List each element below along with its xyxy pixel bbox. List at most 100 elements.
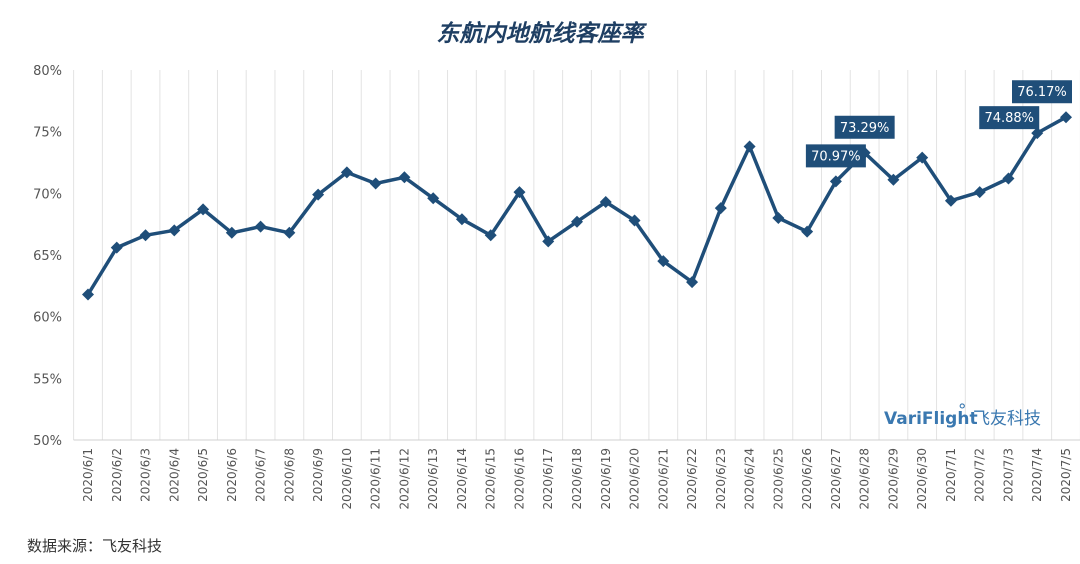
data-point bbox=[599, 195, 612, 208]
data-label-box bbox=[805, 144, 866, 168]
data-point bbox=[916, 151, 929, 164]
data-label-box bbox=[1012, 80, 1072, 104]
data-point bbox=[686, 276, 699, 289]
x-tick-label: 2020/6/7 bbox=[254, 448, 268, 502]
x-tick-label: 2020/6/20 bbox=[628, 448, 642, 510]
x-tick-label: 2020/6/29 bbox=[886, 448, 900, 510]
data-point bbox=[82, 288, 94, 301]
chart-title: 东航内地航线客座率 bbox=[436, 21, 644, 47]
y-axis: 50% 55% 60% 65% 70% 75% 80% bbox=[33, 64, 62, 449]
x-tick-label: 2020/6/30 bbox=[915, 448, 929, 510]
series-line bbox=[86, 115, 1067, 296]
x-tick-label: 2020/6/18 bbox=[570, 448, 584, 510]
data-point bbox=[197, 203, 210, 216]
data-point bbox=[829, 175, 842, 188]
x-tick-label: 2020/6/6 bbox=[225, 448, 239, 502]
data-point bbox=[657, 255, 670, 268]
data-label: 76.17% bbox=[1012, 80, 1072, 104]
x-tick-label: 2020/6/22 bbox=[685, 448, 699, 510]
y-tick-label: 50% bbox=[33, 434, 62, 449]
y-tick-label: 70% bbox=[33, 187, 62, 202]
x-tick-label: 2020/6/27 bbox=[829, 448, 843, 510]
x-tick-label: 2020/6/16 bbox=[512, 448, 526, 510]
data-point bbox=[168, 224, 181, 237]
x-tick-label: 2020/6/24 bbox=[743, 448, 757, 510]
data-point bbox=[714, 202, 727, 215]
data-point bbox=[312, 188, 325, 201]
data-point bbox=[772, 212, 785, 224]
data-point bbox=[743, 140, 756, 153]
series-markers bbox=[82, 111, 1072, 301]
x-tick-label: 2020/6/26 bbox=[800, 448, 814, 510]
x-tick-label: 2020/6/25 bbox=[771, 448, 785, 510]
x-tick-label: 2020/7/2 bbox=[973, 448, 987, 502]
data-label-box bbox=[834, 115, 895, 139]
y-tick-label: 55% bbox=[33, 372, 62, 387]
data-point bbox=[283, 226, 296, 239]
gridlines bbox=[73, 70, 1080, 441]
data-point bbox=[484, 229, 497, 242]
data-label: 73.29% bbox=[834, 115, 895, 139]
data-point bbox=[887, 173, 900, 186]
watermark-brand: VariFlight bbox=[884, 409, 978, 429]
x-tick-label: 2020/6/10 bbox=[340, 448, 354, 510]
data-point bbox=[398, 171, 411, 184]
x-tick-label: 2020/7/5 bbox=[1059, 448, 1073, 502]
y-tick-label: 80% bbox=[33, 64, 62, 79]
x-tick-label: 2020/6/11 bbox=[369, 448, 383, 510]
data-label: 70.97% bbox=[805, 144, 866, 168]
x-tick-label: 2020/6/3 bbox=[139, 448, 153, 502]
y-tick-label: 65% bbox=[33, 249, 62, 264]
x-tick-label: 2020/7/1 bbox=[944, 448, 958, 502]
x-tick-label: 2020/6/17 bbox=[541, 448, 555, 510]
x-tick-label: 2020/6/14 bbox=[455, 448, 469, 510]
data-point bbox=[542, 235, 555, 248]
data-point bbox=[340, 166, 353, 179]
data-point bbox=[628, 214, 641, 227]
data-point bbox=[139, 229, 152, 242]
x-tick-label: 2020/6/4 bbox=[167, 448, 181, 502]
x-tick-label: 2020/6/13 bbox=[426, 448, 440, 510]
data-point bbox=[1031, 127, 1044, 140]
data-point bbox=[1060, 111, 1072, 124]
x-tick-label: 2020/6/12 bbox=[397, 448, 411, 510]
data-point bbox=[254, 220, 267, 233]
data-label: 74.88% bbox=[979, 106, 1040, 130]
x-tick-label: 2020/6/23 bbox=[714, 448, 728, 510]
y-tick-label: 75% bbox=[33, 126, 62, 141]
data-point bbox=[225, 226, 238, 239]
data-labels: 70.97% 73.29% 74.88% 76.17% bbox=[805, 80, 1072, 168]
x-tick-label: 2020/7/3 bbox=[1001, 448, 1015, 502]
data-point bbox=[973, 186, 986, 199]
x-tick-label: 2020/7/4 bbox=[1030, 448, 1044, 502]
x-tick-label: 2020/6/1 bbox=[81, 448, 95, 502]
x-tick-label: 2020/6/15 bbox=[484, 448, 498, 510]
x-tick-label: 2020/6/5 bbox=[196, 448, 210, 502]
x-tick-label: 2020/6/9 bbox=[311, 448, 325, 502]
data-point bbox=[944, 194, 957, 207]
data-point bbox=[455, 213, 468, 226]
data-point bbox=[513, 186, 526, 199]
watermark: VariFlight ° 飞友科技 bbox=[884, 401, 1041, 429]
data-point bbox=[801, 225, 814, 238]
x-tick-label: 2020/6/28 bbox=[858, 448, 872, 510]
data-label-text: 73.29% bbox=[840, 121, 890, 136]
y-tick-label: 60% bbox=[33, 311, 62, 326]
x-tick-label: 2020/6/21 bbox=[656, 448, 670, 510]
x-tick-label: 2020/6/19 bbox=[599, 448, 613, 510]
data-label-text: 70.97% bbox=[811, 149, 861, 164]
data-point bbox=[369, 177, 382, 190]
data-point bbox=[110, 241, 123, 254]
watermark-cn: 飞友科技 bbox=[973, 409, 1041, 429]
data-point bbox=[427, 192, 440, 205]
x-tick-label: 2020/6/8 bbox=[282, 448, 296, 502]
data-point bbox=[1002, 172, 1015, 185]
data-label-text: 76.17% bbox=[1017, 85, 1067, 100]
x-tick-label: 2020/6/2 bbox=[110, 448, 124, 502]
watermark-mark: ° bbox=[958, 401, 967, 421]
x-axis: 2020/6/1 2020/6/2 2020/6/3 2020/6/4 2020/6/5… bbox=[81, 448, 1073, 510]
data-label-box bbox=[979, 106, 1040, 130]
data-point bbox=[571, 215, 583, 228]
data-label-text: 74.88% bbox=[984, 111, 1034, 126]
